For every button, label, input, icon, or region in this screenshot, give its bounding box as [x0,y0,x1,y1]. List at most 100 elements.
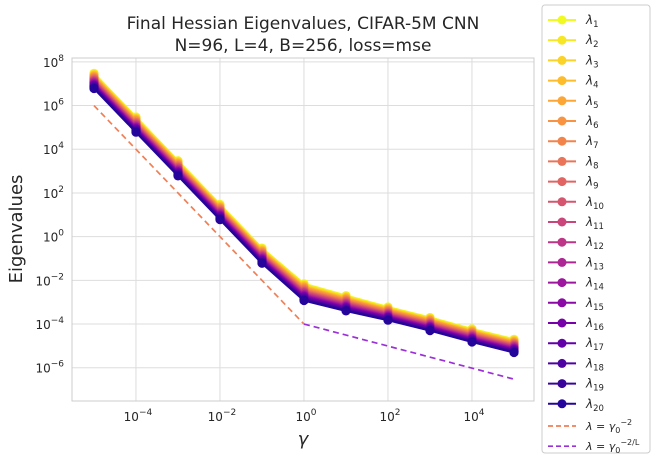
data-point [173,171,183,181]
legend-label: λ10 [585,195,604,212]
legend-swatch-marker [557,76,567,86]
legend-swatch-marker [557,15,567,25]
x-tick-label: 10−2 [208,408,237,424]
legend-item-ref-gamma-minus-2-over-L: λ = γ0−2/L [548,438,640,455]
grid-lines [72,58,534,401]
ref-gamma-minus-2 [93,104,305,325]
legend-label: λ14 [585,276,604,293]
legend-label: λ17 [585,336,604,353]
data-point [131,127,141,137]
legend-swatch-marker [557,257,567,267]
legend-label: λ20 [585,397,604,414]
data-point [467,337,477,347]
legend-swatch-marker [557,399,567,409]
legend-swatch-marker [557,278,567,288]
legend-label: λ = γ0−2 [585,418,632,435]
y-tick-label: 108 [43,54,64,70]
data-point [341,306,351,316]
x-tick-label: 104 [463,408,484,424]
legend-item-λ12: λ12 [548,235,604,252]
legend-label: λ16 [585,316,604,333]
legend-item-λ14: λ14 [548,276,604,293]
legend-label: λ7 [585,134,599,151]
ref-gamma-minus-2-over-L [303,323,515,380]
legend-swatch-marker [557,379,567,389]
y-axis-label: Eigenvalues [6,175,27,284]
chart-title-line2: N=96, L=4, B=256, loss=mse [175,36,432,56]
y-tick-label: 104 [43,141,64,157]
legend-item-λ13: λ13 [548,255,604,272]
x-tick-label: 102 [379,408,400,424]
legend-swatch-marker [557,96,567,106]
legend-label: λ8 [585,154,599,171]
legend-swatch-marker [557,318,567,328]
legend-swatch-marker [557,237,567,247]
legend-label: λ = γ0−2/L [585,438,640,455]
data-point [215,215,225,225]
legend-item-λ6: λ6 [548,114,599,131]
legend-label: λ19 [585,377,604,394]
y-tick-label: 10−4 [35,316,64,332]
legend-item-λ11: λ11 [548,215,604,232]
legend-swatch-marker [557,358,567,368]
legend-label: λ5 [585,94,599,111]
legend-items: λ1 λ2 λ3 λ4 λ5 λ6 λ7 λ8 λ9 λ10 λ11 λ12 λ13 λ14 λ15 λ16 λ… [548,13,640,455]
legend-item-λ2: λ2 [548,33,599,50]
y-tick-label: 102 [43,185,64,201]
plot-frame [71,57,535,402]
legend-item-λ5: λ5 [548,94,599,111]
legend-item-λ7: λ7 [548,134,599,151]
legend-frame [541,4,651,454]
legend-label: λ6 [585,114,599,131]
legend-item-λ19: λ19 [548,377,604,394]
legend-swatch-marker [557,35,567,45]
legend: λ1 λ2 λ3 λ4 λ5 λ6 λ7 λ8 λ9 λ10 λ11 λ12 λ13 λ14 λ15 λ16 λ… [541,4,651,455]
legend-swatch-marker [557,55,567,65]
data-point [425,326,435,336]
legend-swatch-marker [557,217,567,227]
legend-swatch-marker [557,338,567,348]
legend-label: λ13 [585,255,604,272]
legend-label: λ15 [585,296,604,313]
legend-item-λ18: λ18 [548,356,604,373]
legend-swatch-marker [557,197,567,207]
legend-label: λ2 [585,33,599,50]
x-tick-labels: 10−4 10−2 100 102 104 [124,408,485,424]
legend-item-λ4: λ4 [548,74,599,91]
legend-label: λ4 [585,74,599,91]
legend-swatch-marker [557,298,567,308]
legend-item-λ8: λ8 [548,154,599,171]
legend-label: λ18 [585,356,604,373]
reference-lines [93,104,515,380]
legend-label: λ11 [585,215,604,232]
legend-item-λ16: λ16 [548,316,604,333]
legend-item-ref-gamma-minus-2: λ = γ0−2 [548,418,632,435]
y-tick-label: 100 [43,229,64,245]
legend-item-λ9: λ9 [548,175,599,192]
data-point [89,83,99,94]
series-λ20 [89,83,519,358]
legend-swatch-marker [557,116,567,126]
legend-label: λ9 [585,175,599,192]
x-tick-label: 100 [295,408,316,424]
y-tick-label: 10−2 [35,272,64,288]
legend-item-λ10: λ10 [548,195,604,212]
data-point [383,315,393,325]
legend-item-λ15: λ15 [548,296,604,313]
data-point [299,295,309,306]
legend-item-λ17: λ17 [548,336,604,353]
y-tick-label: 10−6 [35,360,64,376]
legend-item-λ3: λ3 [548,53,599,70]
legend-swatch-marker [557,177,567,187]
legend-label: λ1 [585,13,599,30]
y-tick-label: 106 [43,98,64,114]
legend-label: λ3 [585,53,599,70]
legend-label: λ12 [585,235,604,252]
x-tick-label: 10−4 [124,408,153,424]
y-tick-labels: 108 106 104 102 100 10−2 10−4 10−6 [35,54,64,376]
x-axis-label: γ [298,429,310,450]
data-point [257,258,267,268]
series-lines [89,68,519,358]
data-point [509,347,519,358]
